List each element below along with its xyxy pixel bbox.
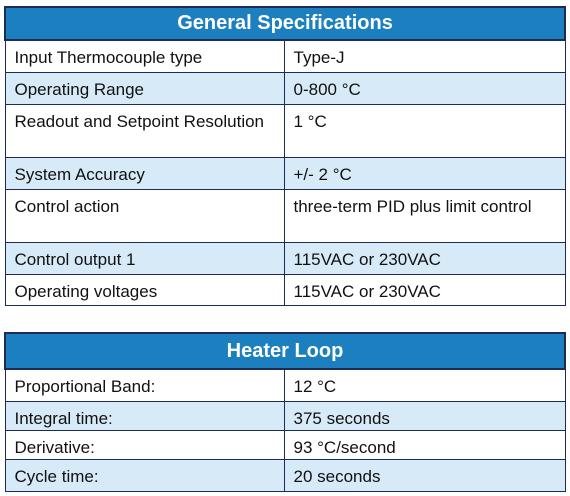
value-cell: 115VAC or 230VAC — [283, 273, 566, 306]
table-row: Cycle time: 20 seconds — [4, 458, 566, 492]
parameter-cell: Input Thermocouple type — [4, 39, 285, 73]
parameter-cell: Readout and Setpoint Resolution — [4, 103, 285, 158]
header-row: General Specifications — [3, 6, 567, 41]
table-row: Integral time: 375 seconds — [4, 400, 566, 431]
value-cell: 1 °C — [283, 103, 566, 158]
table-title: General Specifications — [3, 6, 567, 41]
header-row: Heater Loop — [4, 332, 566, 370]
value-cell: three-term PID plus limit control — [283, 188, 566, 243]
parameter-cell: Control output 1 — [4, 241, 285, 275]
value-cell: 375 seconds — [283, 400, 566, 431]
table-row: Operating Range 0-800 °C — [4, 71, 566, 105]
parameter-cell: System Accuracy — [4, 156, 285, 190]
table-title: Heater Loop — [4, 332, 566, 370]
table-row: Proportional Band: 12 °C — [4, 368, 566, 402]
table-row: System Accuracy +/- 2 °C — [4, 156, 566, 190]
parameter-cell: Derivative: — [4, 429, 285, 460]
value-cell: 20 seconds — [283, 458, 566, 492]
table-row: Input Thermocouple type Type-J — [4, 39, 566, 73]
parameter-cell: Proportional Band: — [4, 368, 285, 402]
parameter-cell: Control action — [4, 188, 285, 243]
parameter-cell: Cycle time: — [4, 458, 285, 492]
value-cell: 12 °C — [283, 368, 566, 402]
general-specifications-table: General Specifications Input Thermocouple… — [3, 6, 567, 306]
table-row: Derivative: 93 °C/second — [4, 429, 566, 460]
value-cell: 0-800 °C — [283, 71, 566, 105]
value-cell: Type-J — [283, 39, 566, 73]
value-cell: +/- 2 °C — [283, 156, 566, 190]
table-row: Control action three-term PID plus limit … — [4, 188, 566, 243]
parameter-cell: Integral time: — [4, 400, 285, 431]
table-row: Control output 1 115VAC or 230VAC — [4, 241, 566, 275]
parameter-cell: Operating voltages — [4, 273, 285, 306]
value-cell: 115VAC or 230VAC — [283, 241, 566, 275]
heater-loop-table: Heater Loop Proportional Band: 12 °C Integr… — [4, 332, 566, 492]
value-cell: 93 °C/second — [283, 429, 566, 460]
table-row: Readout and Setpoint Resolution 1 °C — [4, 103, 566, 158]
parameter-cell: Operating Range — [4, 71, 285, 105]
table-row: Operating voltages 115VAC or 230VAC — [4, 273, 566, 306]
